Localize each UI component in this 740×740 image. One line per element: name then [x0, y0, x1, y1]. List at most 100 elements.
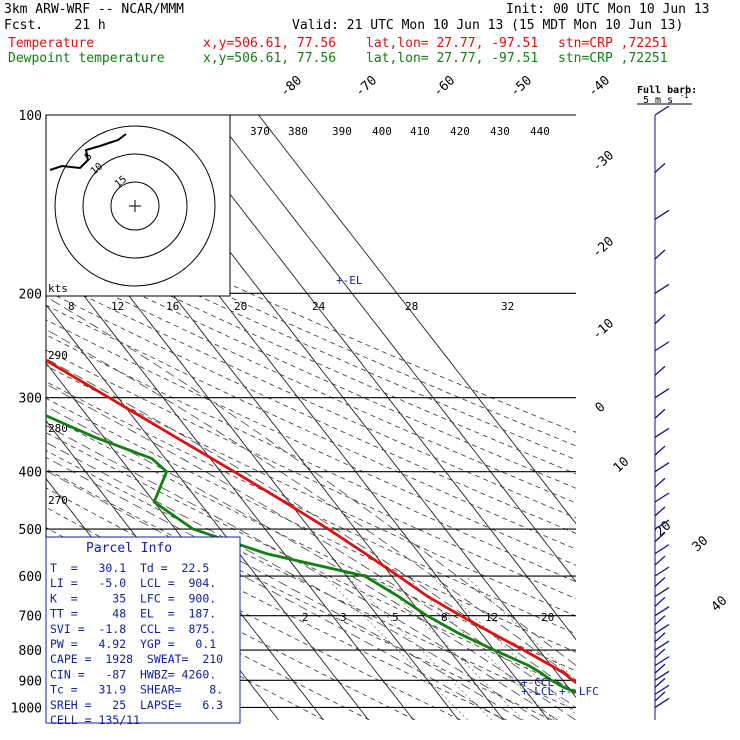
theta-label: 380	[288, 125, 308, 138]
lcl-marker: +-LCL	[521, 685, 554, 698]
wind-barb-shaft	[654, 462, 670, 473]
wind-barb-shaft	[654, 587, 670, 598]
parcel-info-row: T = 30.1 Td = 22.5	[50, 561, 209, 575]
theta-label: 390	[332, 125, 352, 138]
parcel-info-row: CAPE = 1928 SWEAT= 210	[50, 652, 223, 666]
parcel-info-row: TT = 48 EL = 187.	[50, 607, 216, 621]
barb-key-value: 5 m s	[643, 95, 673, 106]
wind-barb-shaft	[654, 105, 670, 116]
dewpoint-legend-label: Dewpoint temperature	[8, 51, 165, 66]
wind-barb	[654, 314, 666, 325]
temperature-latlon: lat,lon= 27.77, -97.51	[366, 36, 539, 51]
dewpoint-profile	[46, 414, 576, 694]
hodograph-trace	[49, 133, 127, 171]
dry-adiabat-line	[46, 547, 370, 720]
wind-barb	[654, 105, 670, 116]
wind-barb-shaft	[654, 670, 670, 681]
mixing-ratio-label: 20	[541, 611, 554, 624]
wind-barb	[654, 663, 666, 674]
dry-adiabat-line	[46, 319, 576, 566]
hodograph-ring	[54, 125, 216, 287]
isotherm-line	[213, 115, 576, 583]
temperature-xy: x,y=506.61, 77.56	[203, 36, 337, 51]
parcel-info-row: CELL = 135/11	[50, 713, 140, 727]
theta-label: 280	[48, 422, 68, 435]
mixing-ratio-line	[346, 575, 492, 720]
wind-barb-shaft	[654, 519, 670, 530]
dry-adiabat-line	[46, 569, 325, 720]
wind-barb	[654, 677, 666, 688]
parcel-info-row: LI = -5.0 LCL = 904.	[50, 576, 216, 590]
wind-barb	[654, 249, 666, 260]
dry-adiabat-line	[46, 381, 576, 635]
wind-barb	[654, 648, 666, 659]
wind-barb-shaft	[654, 445, 666, 456]
model-title: 3km ARW-WRF -- NCAR/MMM	[4, 2, 185, 17]
isotherm-line	[0, 115, 9, 720]
wind-barb	[654, 623, 670, 634]
barb-key: Full barb: 5 m s -1	[637, 85, 697, 106]
parcel-info-row: PW = 4.92 YGP = 0.1	[50, 637, 216, 651]
isotherm-line	[168, 115, 576, 641]
isotherm-label: -70	[353, 73, 380, 100]
wind-barb-shaft	[654, 656, 670, 667]
wind-barb-shaft	[654, 544, 670, 555]
lfc-marker: +- LFC	[559, 685, 599, 698]
dewpoint-station: stn=CRP ,72251	[558, 51, 668, 66]
dry-adiabat-line	[46, 432, 576, 691]
dry-adiabat-line	[46, 349, 576, 600]
wind-barb-shaft	[654, 663, 666, 674]
hodograph-speed-label: 24	[312, 300, 326, 313]
pressure-label: 1000	[11, 701, 42, 716]
moist-adiabat-line	[46, 441, 540, 720]
isotherm-label: -80	[278, 73, 305, 100]
dry-adiabat-line	[46, 290, 576, 534]
pressure-label: 200	[19, 287, 42, 302]
wind-barb	[654, 427, 670, 438]
wind-barb-shaft	[654, 408, 666, 419]
wind-barb-shaft	[654, 249, 666, 260]
theta-label: 430	[490, 125, 510, 138]
ccl-marker: +-CCL	[521, 676, 554, 689]
wind-barb-shaft	[654, 506, 666, 517]
dry-adiabat-line	[46, 365, 576, 617]
wind-barb	[654, 670, 670, 681]
hodograph-speed-label: 32	[501, 300, 514, 313]
wind-barb-shaft	[654, 577, 666, 587]
hodograph-speed-label: 16	[166, 300, 179, 313]
wind-barb	[654, 462, 670, 473]
theta-label: 290	[48, 349, 68, 362]
pressure-label: 800	[19, 644, 42, 659]
mixing-ratio-line	[324, 575, 468, 720]
dry-adiabat-line	[46, 276, 576, 519]
wind-barb-shaft	[654, 555, 666, 566]
moist-adiabat-line	[46, 470, 504, 720]
isotherm-label: 10	[611, 454, 633, 476]
wind-barb	[654, 555, 666, 566]
parcel-info-row: SVI = -1.8 CCL = 875.	[50, 622, 216, 636]
wind-barb	[654, 209, 670, 220]
moist-adiabat-line	[46, 296, 576, 666]
isotherm-label: -60	[431, 73, 458, 100]
wind-barb	[654, 656, 670, 667]
barb-key-unit-exponent: -1	[680, 92, 688, 100]
pressure-label: 700	[19, 610, 42, 625]
isotherm-label: 0	[593, 400, 609, 416]
wind-barb	[654, 492, 670, 503]
mixing-ratio-label: 2	[302, 611, 309, 624]
wind-barb-shaft	[654, 677, 666, 688]
dry-adiabat-line	[46, 198, 576, 433]
wind-barb-shaft	[654, 566, 670, 577]
hodograph-ring	[110, 181, 160, 231]
sounding-profiles	[46, 358, 576, 694]
dry-adiabat-line	[46, 223, 576, 461]
wind-barb	[654, 632, 666, 643]
wind-barb	[654, 697, 670, 708]
wind-barb-shaft	[654, 388, 670, 399]
wind-barb	[654, 587, 670, 598]
el-marker: +-EL	[336, 274, 363, 287]
parcel-info-row: K = 35 LFC = 900.	[50, 591, 216, 605]
wind-barb	[654, 684, 670, 695]
wind-barb-shaft	[654, 532, 666, 543]
